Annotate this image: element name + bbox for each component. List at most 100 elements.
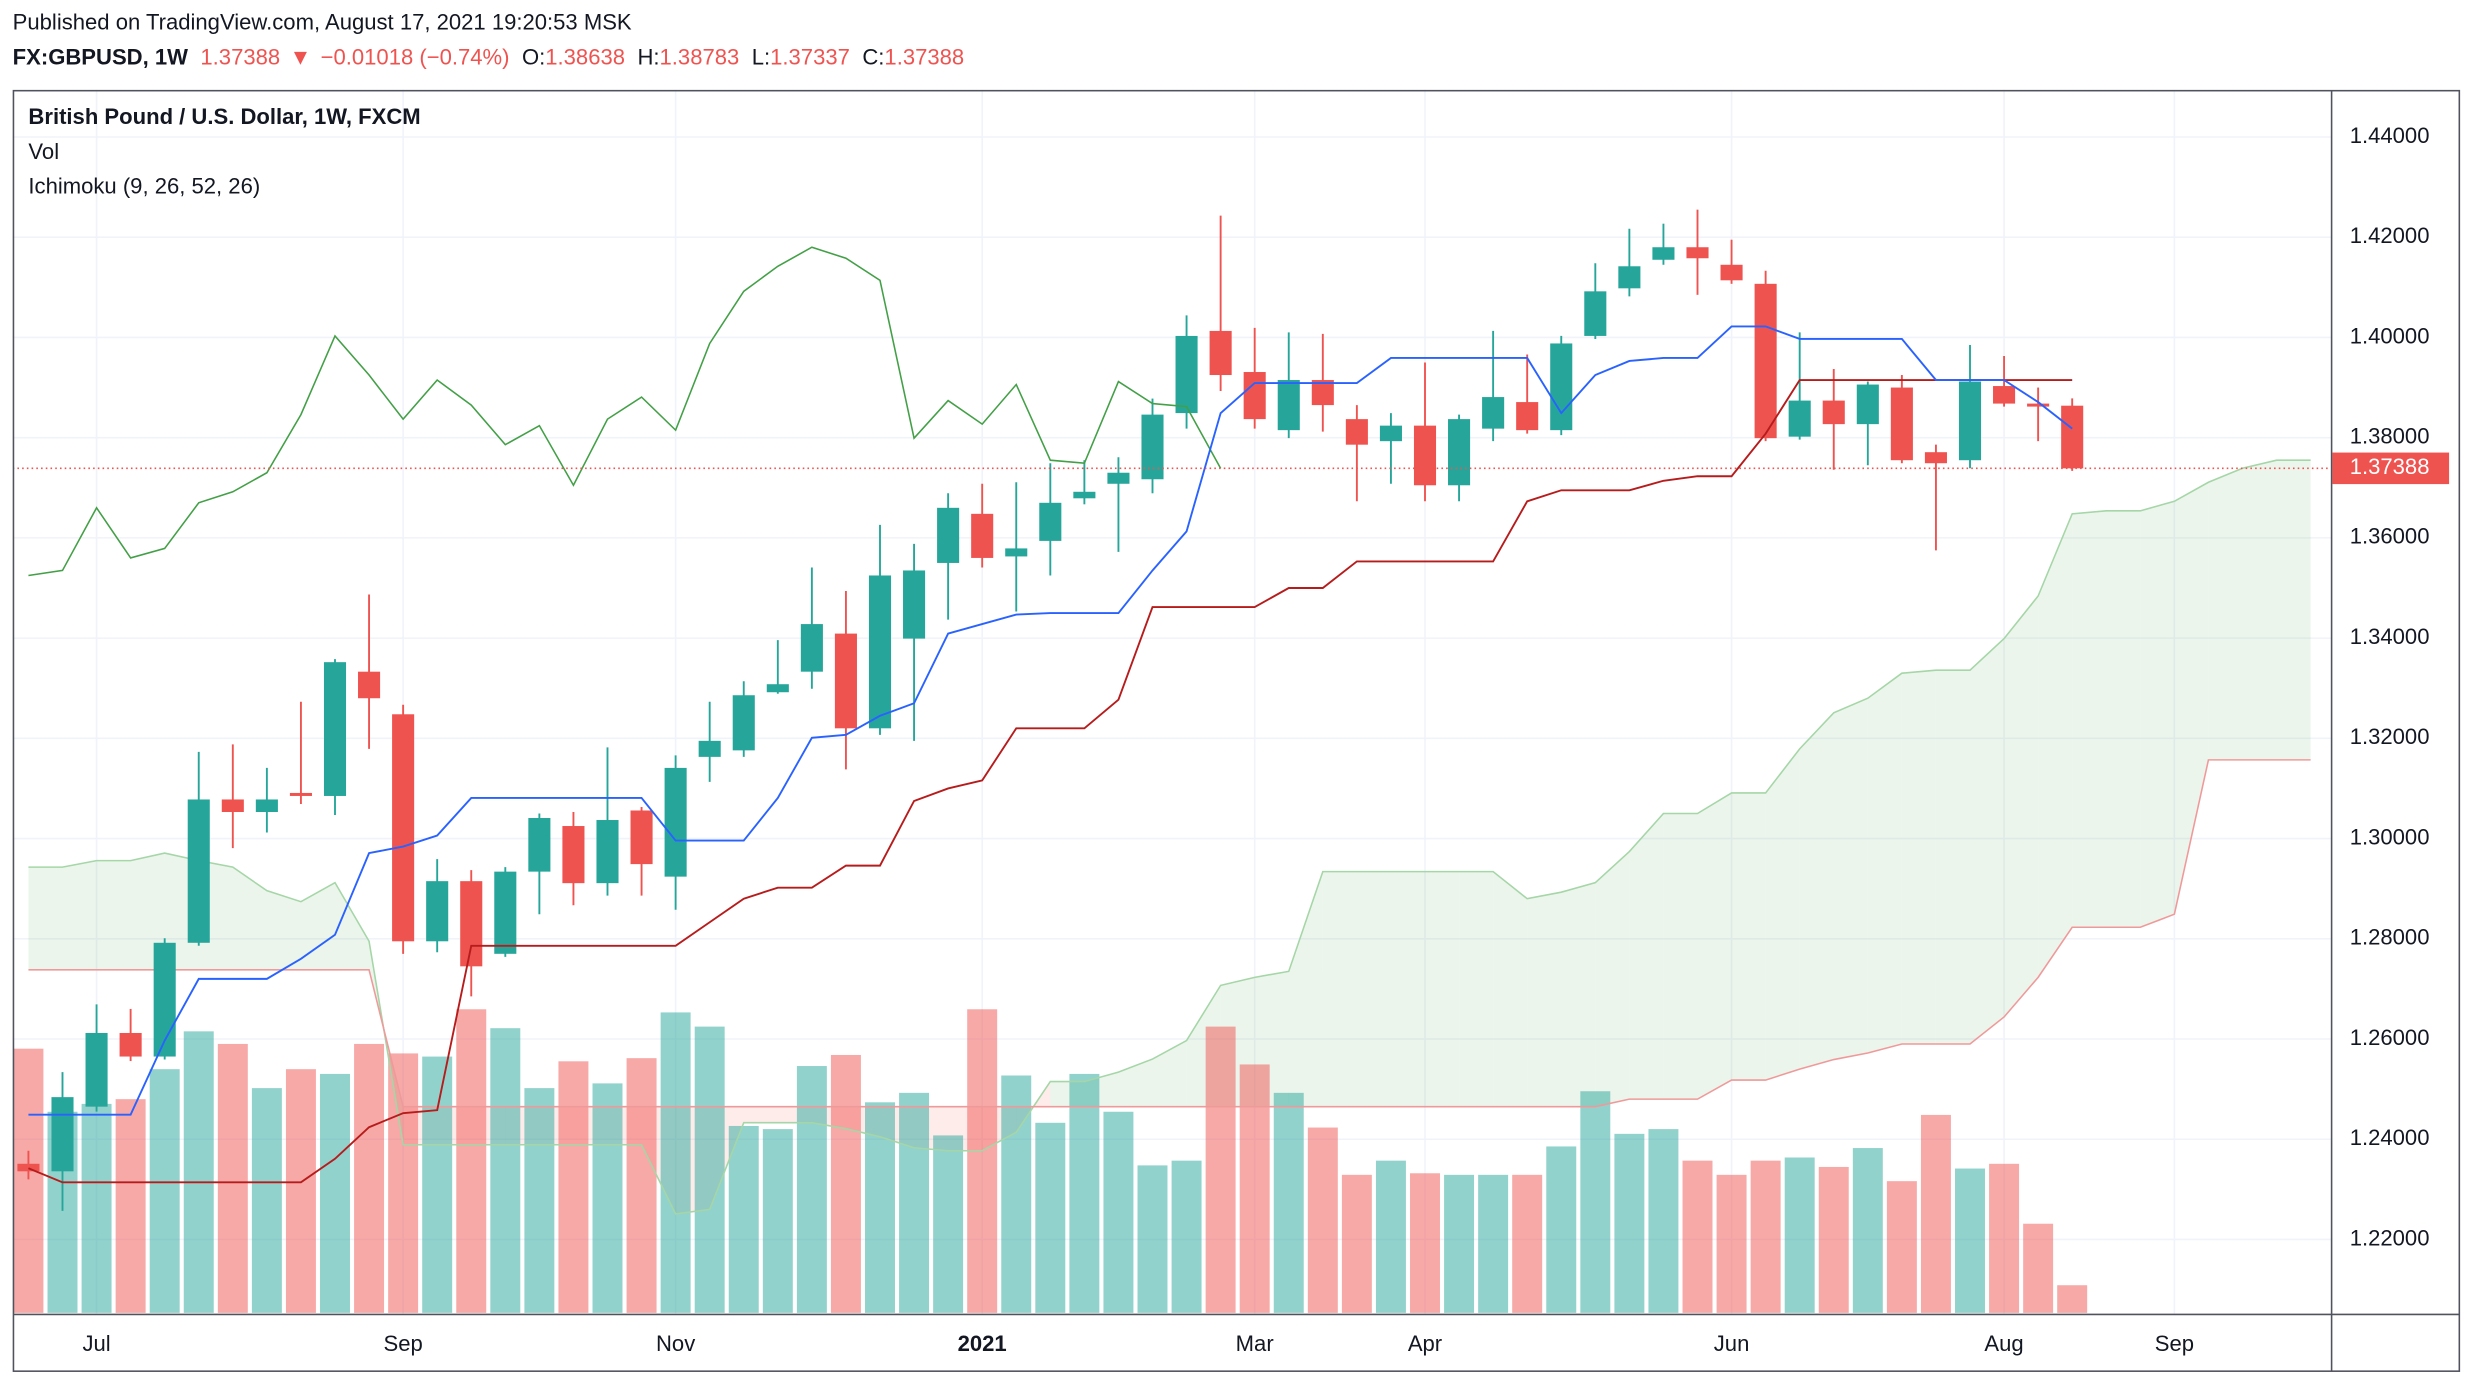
cloud-fill xyxy=(1595,851,1630,1107)
candle-body xyxy=(1686,247,1709,259)
cloud-fill xyxy=(2242,460,2277,760)
cloud-fill xyxy=(1152,1040,1187,1107)
leading-span-a xyxy=(28,459,2311,1215)
volume-bar xyxy=(1750,1160,1781,1313)
volume-bar xyxy=(1546,1146,1577,1313)
cloud-fill xyxy=(2208,468,2243,760)
volume-bar xyxy=(796,1066,827,1313)
cloud-fill xyxy=(2174,482,2209,915)
y-tick-label: 1.28000 xyxy=(2350,925,2430,950)
candle-body xyxy=(323,662,347,796)
volume-bar xyxy=(115,1099,146,1313)
candle-body xyxy=(1788,400,1811,437)
volume-bar xyxy=(1716,1174,1747,1313)
volume-bar xyxy=(1205,1026,1236,1313)
cloud-fill xyxy=(2276,460,2311,760)
candle-body xyxy=(1618,266,1641,289)
volume-bar xyxy=(1512,1174,1543,1313)
cloud-fill xyxy=(1629,813,1664,1100)
ohlc-value: 1.37337 xyxy=(770,44,850,69)
candle-body xyxy=(1550,343,1573,431)
candle-body xyxy=(937,507,960,563)
candle-body xyxy=(1039,502,1062,541)
ohlc-label: L: xyxy=(752,44,770,69)
candle-body xyxy=(1175,335,1198,414)
volume-bar xyxy=(830,1054,861,1313)
ohlc-value: 1.38638 xyxy=(545,44,625,69)
cloud-fill xyxy=(62,860,97,970)
candle-body xyxy=(1413,425,1437,486)
cloud-fill xyxy=(232,867,267,970)
candle-body xyxy=(392,714,415,942)
volume-bar xyxy=(1852,1148,1883,1313)
volume-bar xyxy=(285,1069,316,1313)
candle-body xyxy=(153,942,176,1057)
cloud-fill xyxy=(1561,882,1596,1107)
frame xyxy=(12,89,2461,1372)
volume-bar xyxy=(1580,1091,1611,1313)
y-tick-label: 1.42000 xyxy=(2350,223,2430,248)
candle-body xyxy=(1584,291,1607,336)
x-tick-label: Sep xyxy=(383,1331,422,1356)
candle-body xyxy=(51,1097,74,1172)
candle-body xyxy=(834,633,857,729)
ohlc-label: C: xyxy=(862,44,884,69)
y-tick-label: 1.44000 xyxy=(2350,123,2430,148)
candle-body xyxy=(2027,403,2050,407)
cloud-fill xyxy=(1867,673,1902,1054)
volume-bar xyxy=(1818,1166,1849,1313)
candle-body xyxy=(289,792,312,796)
leading-span-b xyxy=(28,759,2311,1108)
candle-body xyxy=(664,767,687,877)
symbol-line: FX:GBPUSD, 1W 1.37388 ▼ −0.01018 (−0.74%… xyxy=(13,44,965,69)
volume-bar xyxy=(1375,1160,1406,1313)
cloud-fill xyxy=(300,882,335,970)
candle-body xyxy=(1720,264,1743,281)
volume-bar xyxy=(1444,1174,1475,1313)
volume-bar xyxy=(728,1125,759,1313)
cloud-fill xyxy=(1527,892,1562,1107)
volume-bar xyxy=(217,1043,248,1313)
volume-bar xyxy=(626,1058,657,1313)
ohlc-label: O: xyxy=(522,44,545,69)
volume-bar xyxy=(558,1061,589,1313)
volume-bar xyxy=(1886,1181,1917,1313)
volume-bar xyxy=(183,1031,214,1313)
volume-bar xyxy=(1920,1114,1951,1313)
volume-bar xyxy=(933,1135,964,1313)
cloud-fill xyxy=(1970,638,2005,1045)
symbol: FX:GBPUSD, 1W xyxy=(13,44,188,69)
cloud-fill xyxy=(28,867,63,970)
candle-body xyxy=(1243,372,1266,420)
candle-body xyxy=(1822,400,1845,425)
volume-bar xyxy=(1171,1160,1202,1313)
volume-bar xyxy=(1307,1127,1338,1313)
volume-bar xyxy=(251,1088,282,1313)
indicator-legend: Vol xyxy=(28,139,59,164)
volume-bar xyxy=(1239,1064,1270,1313)
y-tick-label: 1.34000 xyxy=(2350,624,2430,649)
candle-body xyxy=(1277,380,1300,431)
change: −0.01018 (−0.74%) xyxy=(321,44,510,69)
candle-body xyxy=(1379,425,1402,442)
volume-bar xyxy=(524,1088,555,1313)
y-tick-label: 1.26000 xyxy=(2350,1025,2430,1050)
cloud-fill xyxy=(1765,748,1800,1081)
volume-bar xyxy=(1648,1129,1679,1313)
ohlc-label: H: xyxy=(637,44,659,69)
last-price-label: 1.37388 xyxy=(2350,454,2430,479)
volume-bar xyxy=(1103,1111,1134,1313)
cloud-fill xyxy=(1425,871,1460,1107)
cloud-fill xyxy=(1356,871,1391,1107)
cloud-fill xyxy=(1697,792,1732,1100)
candle-body xyxy=(630,810,653,865)
cloud-fill xyxy=(2106,510,2141,928)
chart-title: British Pound / U.S. Dollar, 1W, FXCM xyxy=(28,104,420,129)
volume-bar xyxy=(1341,1174,1372,1313)
volume-bar xyxy=(422,1056,453,1313)
candle-body xyxy=(1107,472,1130,484)
cloud-fill xyxy=(1322,871,1357,1107)
candle-body xyxy=(868,575,892,729)
cloud-fill xyxy=(1833,698,1868,1060)
